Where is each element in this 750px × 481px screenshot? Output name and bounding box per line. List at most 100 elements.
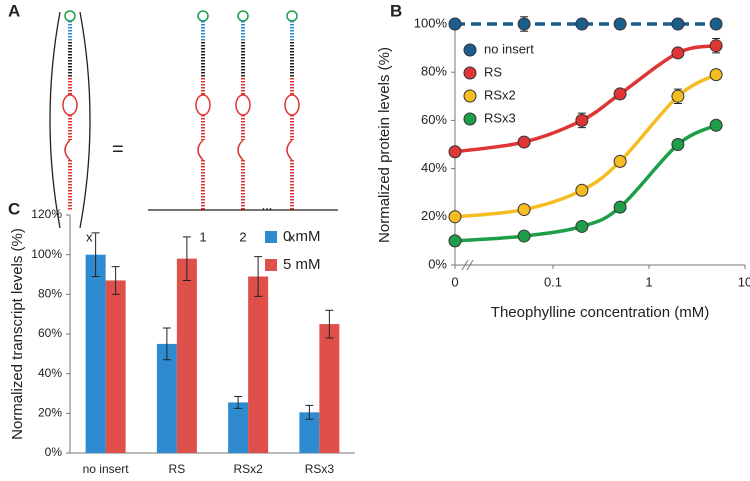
bar	[228, 402, 249, 453]
panel-label: C	[8, 199, 20, 218]
y-tick-label: 60%	[38, 326, 62, 340]
loop	[286, 10, 298, 22]
legend-swatch	[265, 259, 277, 271]
y-tick-label: 120%	[31, 207, 62, 221]
position-label: 1	[199, 229, 206, 244]
point	[709, 39, 723, 53]
bulge	[235, 94, 251, 116]
point	[575, 219, 589, 233]
bulge	[284, 94, 300, 116]
y-tick-label: 100%	[31, 247, 62, 261]
repeat-label: x	[86, 229, 93, 244]
point	[448, 234, 462, 248]
error-bar	[182, 236, 191, 281]
y-tick-label: 100%	[414, 15, 448, 30]
axis-break	[466, 259, 474, 271]
point	[709, 17, 723, 31]
x-tick-label: RS	[169, 462, 186, 476]
point	[575, 183, 589, 197]
y-tick-label: 60%	[421, 112, 447, 127]
bulge	[286, 139, 293, 161]
y-tick-label: 0%	[45, 445, 63, 459]
ellipsis: ...	[262, 197, 273, 212]
y-axis-title: Normalized protein levels (%)	[376, 47, 393, 243]
legend-swatch	[265, 231, 277, 243]
y-tick-label: 20%	[38, 406, 62, 420]
y-tick-label: 80%	[38, 287, 62, 301]
x-tick-label: 0.1	[544, 274, 562, 289]
point	[517, 135, 531, 149]
loop	[64, 10, 76, 22]
panel-label: A	[8, 1, 20, 20]
error-bar	[305, 404, 314, 420]
x-tick-label: 0	[451, 274, 458, 289]
legend-marker	[463, 89, 477, 103]
paren	[49, 11, 61, 229]
y-axis-title: Normalized transcript levels (%)	[9, 228, 26, 440]
point	[671, 138, 685, 151]
bar	[105, 280, 126, 453]
bar	[156, 343, 177, 453]
bar	[299, 412, 320, 453]
position-label: x	[289, 229, 296, 244]
x-tick-label: no insert	[83, 462, 130, 476]
loop	[197, 10, 209, 22]
point	[575, 113, 589, 127]
point	[613, 154, 627, 168]
point	[613, 17, 627, 31]
point	[709, 118, 723, 132]
point	[671, 89, 685, 103]
error-bar	[111, 266, 120, 295]
x-tick-label: RSx2	[233, 462, 263, 476]
axis-break	[461, 259, 469, 271]
point	[448, 210, 462, 224]
point	[448, 17, 462, 31]
point	[517, 203, 531, 217]
x-axis-title: Theophylline concentration (mM)	[491, 304, 709, 321]
bar	[248, 276, 269, 453]
legend-label: no insert	[484, 41, 534, 56]
y-tick-label: 0%	[428, 256, 447, 271]
point	[709, 68, 723, 82]
error-bar	[234, 395, 243, 409]
bar	[176, 258, 197, 453]
point	[517, 17, 531, 31]
error-bar	[325, 309, 334, 339]
legend-marker	[463, 112, 477, 126]
y-tick-label: 20%	[421, 208, 447, 223]
point	[448, 145, 462, 159]
error-bar	[162, 327, 171, 361]
bulge	[197, 139, 204, 161]
loop	[237, 10, 249, 22]
point	[575, 17, 589, 31]
legend-label: RSx3	[484, 110, 516, 125]
bulge	[62, 94, 78, 116]
error-bar	[91, 232, 100, 277]
paren	[79, 11, 91, 229]
point	[613, 87, 627, 101]
legend-marker	[463, 66, 477, 80]
legend-label: 5 mM	[283, 256, 321, 273]
y-tick-label: 40%	[38, 366, 62, 380]
y-tick-label: 40%	[421, 160, 447, 175]
legend-marker	[463, 43, 477, 57]
legend-label: 0 mM	[283, 228, 321, 245]
bulge	[237, 139, 244, 161]
point	[671, 17, 685, 31]
position-label: 2	[239, 229, 246, 244]
x-tick-label: 1	[645, 274, 652, 289]
bar	[319, 324, 340, 453]
equals: =	[112, 138, 124, 160]
bar	[85, 254, 106, 453]
point	[517, 229, 531, 243]
legend-label: RS	[484, 64, 502, 79]
x-tick-label: RSx3	[305, 462, 335, 476]
x-tick-label: 10	[738, 274, 750, 289]
point	[671, 46, 685, 60]
error-bar	[254, 256, 263, 297]
y-tick-label: 80%	[421, 64, 447, 79]
point	[613, 200, 627, 214]
legend-label: RSx2	[484, 87, 516, 102]
panel-label: B	[390, 1, 402, 20]
